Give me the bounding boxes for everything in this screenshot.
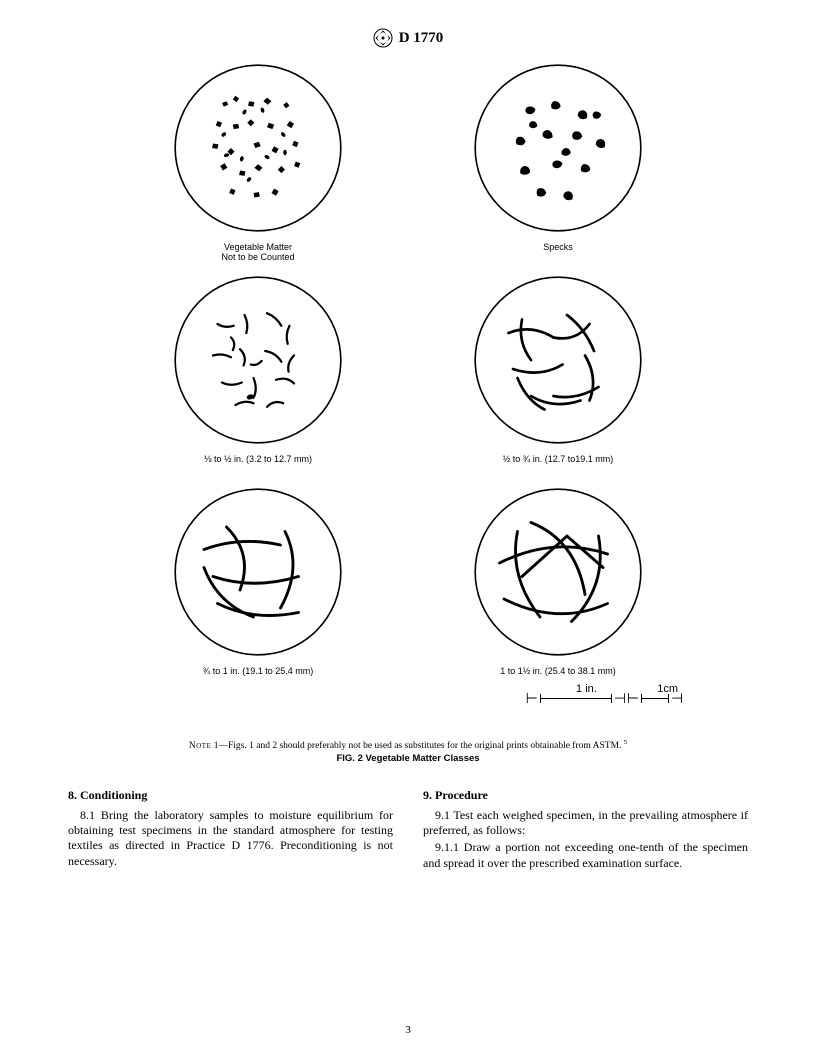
section-heading: 8. Conditioning [68,788,393,803]
document-header: D 1770 [68,28,748,48]
scale-cm-label: 1cm [657,683,678,695]
figure-cell: ¾ to 1 in. (19.1 to 25.4 mm) [168,482,348,694]
body-columns: 8. Conditioning 8.1 Bring the laboratory… [68,788,748,873]
figure-cell-label: Vegetable Matter Not to be Counted [221,242,294,264]
figure-note: Note 1—Figs. 1 and 2 should preferably n… [68,739,748,751]
figure-cell: 1 to 1½ in. (25.4 to 38.1 mm) [468,482,648,694]
section-heading: 9. Procedure [423,788,748,803]
figure-cell: ⅛ to ½ in. (3.2 to 12.7 mm) [168,270,348,482]
figure-cell-label: 1 to 1½ in. (25.4 to 38.1 mm) [500,666,616,688]
scale-bars: ⊢ ⊣ 1 in. ⊢ ⊣ 1cm [118,690,698,707]
circle-specks [468,58,648,238]
scale-inch-label: 1 in. [576,683,597,695]
page-number: 3 [0,1024,816,1036]
figure-grid: Vegetable Matter Not to be Counted [128,58,688,717]
circle-large-fibers [168,482,348,662]
astm-logo-icon [373,28,393,48]
figure-cell: Specks [468,58,648,270]
figure-cell-label: ½ to ¾ in. (12.7 to19.1 mm) [503,454,614,476]
figure-cell-label: ⅛ to ½ in. (3.2 to 12.7 mm) [204,454,312,476]
circle-vegetable-not-counted [168,58,348,238]
figure-cell-label: ¾ to 1 in. (19.1 to 25.4 mm) [203,666,314,688]
figure-cell: Vegetable Matter Not to be Counted [168,58,348,270]
circle-medium-fibers [468,270,648,450]
paragraph: 9.1 Test each weighed specimen, in the p… [423,808,748,839]
circle-small-fibers [168,270,348,450]
circle-xl-fibers [468,482,648,662]
left-column: 8. Conditioning 8.1 Bring the laboratory… [68,788,393,873]
figure-cell-label: Specks [543,242,573,264]
paragraph: 8.1 Bring the laboratory samples to mois… [68,808,393,869]
right-column: 9. Procedure 9.1 Test each weighed speci… [423,788,748,873]
figure-cell: ½ to ¾ in. (12.7 to19.1 mm) [468,270,648,482]
designation-number: D 1770 [399,30,444,47]
paragraph: 9.1.1 Draw a portion not exceeding one-t… [423,840,748,871]
figure-title: FIG. 2 Vegetable Matter Classes [68,753,748,764]
